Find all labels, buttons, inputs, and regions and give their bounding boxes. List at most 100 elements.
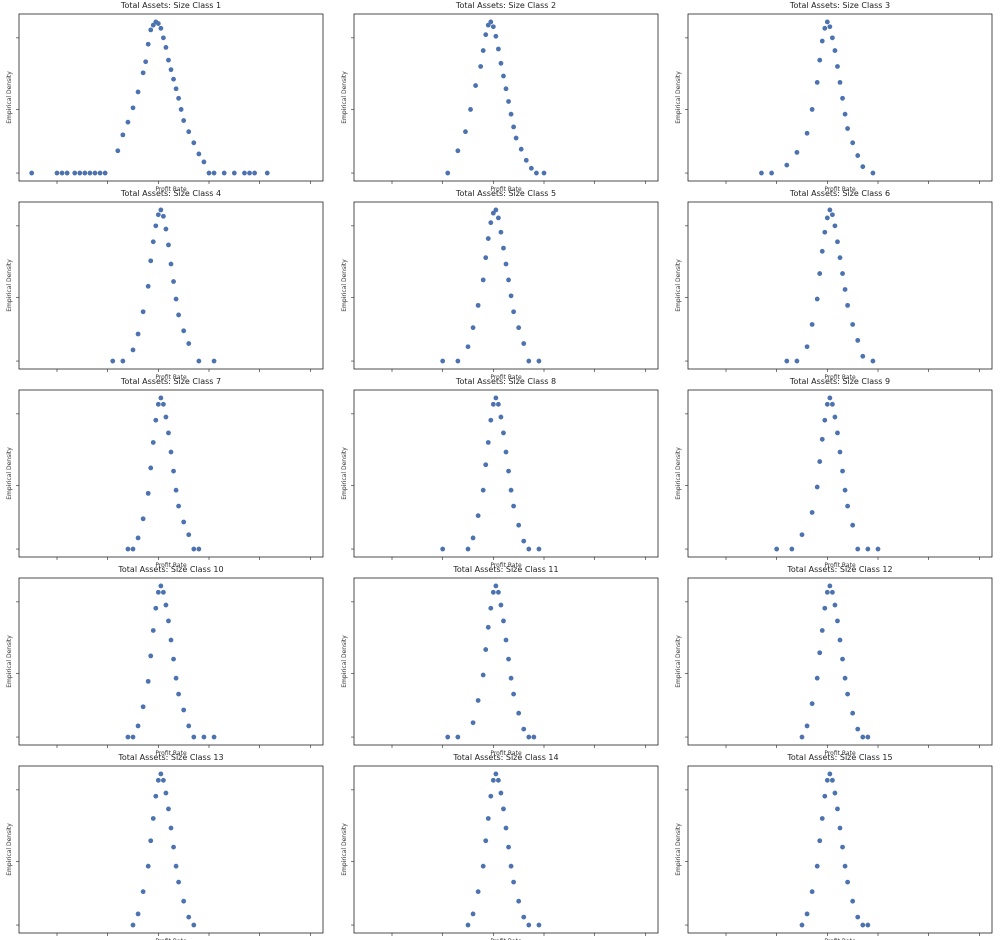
data-point: [186, 129, 192, 135]
data-point: [64, 170, 70, 176]
data-point: [465, 344, 471, 350]
data-point: [865, 922, 871, 928]
data-point: [163, 226, 169, 232]
data-point: [850, 710, 856, 716]
data-point: [845, 126, 850, 131]
data-point: [855, 337, 861, 343]
data-point: [166, 806, 171, 812]
data-point: [490, 589, 496, 595]
chart-svg: Total Assets: Size Class 2 Profit Rate Emp…: [341, 1, 659, 193]
chart-panel: Total Assets: Size Class 6 Profit Rate Emp…: [675, 188, 996, 381]
data-point: [173, 487, 179, 493]
plot-frame: [687, 577, 993, 746]
data-point: [840, 95, 845, 101]
data-point: [161, 35, 166, 41]
data-point: [850, 322, 856, 327]
data-point: [817, 459, 823, 464]
data-point: [153, 417, 159, 423]
data-point: [166, 618, 171, 624]
data-point: [29, 170, 35, 176]
data-point: [501, 806, 506, 812]
data-point: [475, 302, 481, 308]
data-point: [521, 726, 527, 732]
data-point: [145, 678, 151, 684]
data-point: [485, 624, 491, 630]
data-point: [521, 914, 527, 920]
data-point: [501, 73, 506, 79]
data-point: [158, 207, 164, 213]
data-point: [125, 546, 131, 552]
data-point: [822, 417, 828, 423]
data-point: [186, 723, 192, 729]
data-point: [819, 436, 825, 442]
data-point: [842, 487, 848, 493]
x-axis-label: Profit Rate: [155, 750, 187, 757]
data-point: [163, 602, 169, 608]
data-point: [819, 248, 825, 254]
data-point: [483, 32, 489, 38]
chart-svg: Total Assets: Size Class 3 Profit Rate Emp…: [675, 1, 993, 193]
y-axis-label: Empirical Density: [6, 447, 13, 500]
data-point: [125, 119, 131, 125]
data-point: [814, 863, 820, 869]
chart-title: Total Assets: Size Class 6: [789, 189, 890, 198]
data-point: [508, 675, 514, 681]
data-point: [506, 656, 511, 662]
data-point: [819, 628, 825, 633]
data-point: [166, 430, 171, 436]
data-point: [541, 170, 547, 176]
data-point: [817, 57, 823, 63]
data-point: [470, 911, 476, 917]
data-point: [161, 589, 166, 595]
chart-panel: Total Assets: Size Class 1 Profit Rate Emp…: [6, 0, 327, 193]
data-point: [536, 546, 542, 552]
data-point: [148, 465, 154, 471]
data-point: [252, 170, 257, 176]
data-point: [835, 618, 840, 624]
data-point: [480, 672, 486, 678]
data-point: [201, 159, 207, 165]
chart-panel: Total Assets: Size Class 15Profit RateEm…: [675, 752, 996, 940]
data-point: [840, 271, 845, 276]
data-point: [822, 793, 828, 799]
y-axis-label: Empirical Density: [6, 635, 13, 688]
data-point: [148, 838, 154, 844]
x-axis-label: Profit Rate: [155, 938, 187, 940]
data-point: [513, 135, 519, 141]
data-point: [72, 170, 78, 176]
data-point: [536, 358, 542, 364]
data-point: [161, 777, 166, 783]
data-point: [483, 462, 489, 468]
x-axis-label: Profit Rate: [824, 750, 856, 757]
data-point: [161, 401, 166, 407]
data-point: [115, 148, 121, 154]
data-point: [176, 95, 182, 101]
data-point: [168, 449, 174, 455]
plot-frame: [353, 201, 659, 370]
data-point: [506, 468, 511, 474]
data-point: [480, 863, 486, 869]
y-axis-label: Empirical Density: [6, 71, 13, 124]
data-point: [804, 911, 810, 917]
data-point: [516, 898, 522, 904]
data-point: [475, 889, 481, 895]
chart-panel: Total Assets: Size Class 4 Profit Rate Emp…: [6, 188, 327, 381]
data-point: [143, 59, 149, 65]
data-point: [759, 170, 764, 176]
data-point: [171, 468, 176, 474]
data-point: [493, 583, 499, 589]
data-point: [110, 358, 116, 364]
data-point: [804, 344, 810, 350]
data-point: [485, 816, 491, 821]
data-point: [511, 124, 516, 130]
plot-frame: [687, 201, 993, 370]
data-point: [155, 21, 161, 26]
data-point: [516, 325, 522, 331]
data-point: [478, 64, 484, 69]
data-point: [835, 430, 840, 436]
